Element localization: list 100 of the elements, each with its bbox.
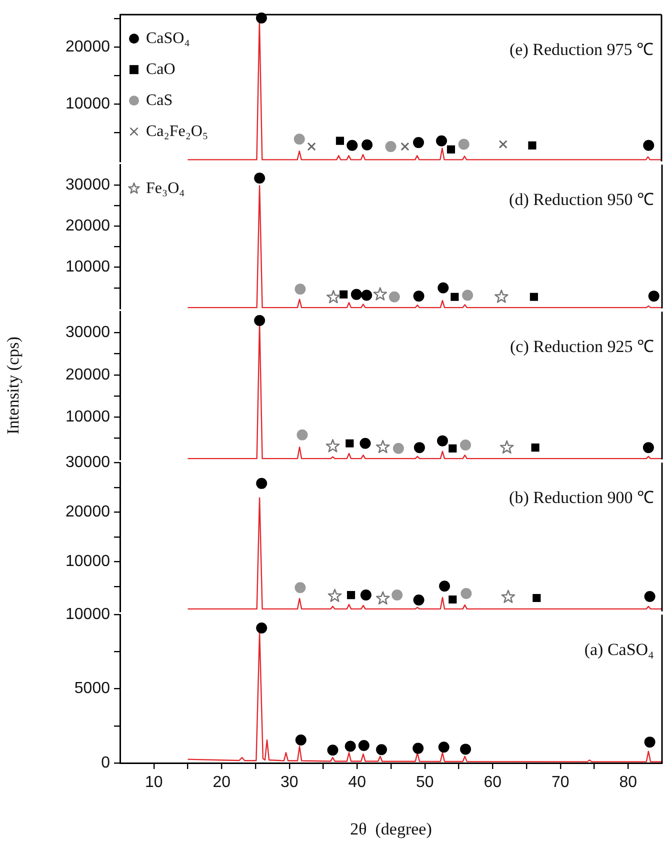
point bbox=[256, 622, 268, 634]
x-tick-label: 80 bbox=[619, 774, 638, 792]
legend-label: CaO bbox=[146, 60, 176, 78]
y-tick-label: 10000 bbox=[66, 258, 110, 276]
point bbox=[413, 290, 424, 302]
point bbox=[361, 290, 372, 301]
annotation: (d) Reduction 950 ℃ bbox=[509, 190, 654, 210]
y-tick-label: 20000 bbox=[66, 504, 110, 521]
point bbox=[530, 292, 538, 301]
point bbox=[294, 582, 306, 594]
y-tick-label: 30000 bbox=[66, 454, 110, 472]
annotation: (b) Reduction 900 ℃ bbox=[509, 488, 654, 508]
point bbox=[462, 290, 474, 301]
point bbox=[414, 442, 425, 454]
point bbox=[294, 284, 306, 295]
point bbox=[307, 142, 316, 151]
point bbox=[346, 439, 354, 448]
point bbox=[438, 742, 450, 753]
x-axis-title: 2θ (degree) bbox=[350, 819, 432, 838]
legend-label: CaS bbox=[146, 92, 173, 109]
point bbox=[388, 291, 400, 302]
point bbox=[413, 594, 424, 606]
point bbox=[412, 742, 424, 754]
x-tick-label: 10 bbox=[144, 774, 163, 792]
point bbox=[436, 135, 448, 146]
point bbox=[336, 136, 344, 145]
point bbox=[294, 134, 305, 145]
point bbox=[460, 744, 472, 755]
point bbox=[450, 292, 459, 301]
point bbox=[494, 290, 508, 303]
point bbox=[528, 141, 536, 150]
point bbox=[360, 438, 371, 449]
y-tick-label: 5000 bbox=[74, 680, 110, 698]
point bbox=[295, 734, 306, 746]
point bbox=[328, 588, 342, 602]
y-axis-title: Intensity (cps) bbox=[4, 336, 23, 434]
y-tick-label: 10000 bbox=[66, 96, 110, 113]
point bbox=[448, 444, 457, 452]
point bbox=[254, 314, 266, 326]
point bbox=[643, 140, 654, 151]
point bbox=[326, 439, 340, 452]
point bbox=[460, 588, 472, 600]
point bbox=[500, 440, 514, 454]
point bbox=[327, 744, 338, 756]
legend-label: Fe₃O₄ bbox=[146, 180, 186, 197]
point bbox=[458, 138, 470, 150]
x-tick-label: 40 bbox=[348, 774, 366, 792]
point bbox=[362, 139, 373, 150]
point bbox=[644, 736, 656, 748]
y-tick-label: 0 bbox=[101, 754, 110, 772]
annotation: (c) Reduction 925 ℃ bbox=[510, 337, 654, 356]
annotation: (a) CaSO₄ bbox=[584, 640, 654, 660]
point bbox=[498, 140, 508, 149]
point bbox=[648, 290, 660, 302]
point bbox=[531, 444, 540, 452]
point bbox=[254, 172, 266, 184]
point bbox=[448, 595, 457, 604]
x-tick-label: 70 bbox=[551, 774, 570, 792]
point bbox=[360, 590, 372, 601]
point bbox=[392, 590, 403, 601]
point bbox=[326, 290, 340, 304]
x-tick-label: 60 bbox=[484, 774, 502, 792]
legend-label: CaSO₄ bbox=[146, 30, 190, 47]
point bbox=[346, 590, 356, 600]
point bbox=[438, 282, 449, 294]
point bbox=[344, 740, 356, 752]
legend-label: Ca₂Fe₂O₅ bbox=[146, 122, 208, 140]
point bbox=[501, 590, 516, 604]
y-tick-label: 30000 bbox=[66, 324, 110, 342]
point bbox=[413, 137, 424, 148]
y-tick-label: 20000 bbox=[66, 38, 110, 56]
y-tick-label: 30000 bbox=[66, 176, 110, 194]
point bbox=[376, 440, 390, 454]
point bbox=[358, 740, 370, 751]
y-tick-label: 10000 bbox=[66, 606, 110, 624]
point bbox=[385, 141, 396, 152]
point bbox=[350, 288, 362, 300]
point bbox=[644, 591, 656, 602]
point bbox=[436, 435, 448, 446]
point bbox=[642, 442, 654, 454]
point bbox=[392, 442, 404, 454]
y-tick-label: 20000 bbox=[66, 366, 110, 384]
point bbox=[376, 591, 390, 604]
y-tick-label: 10000 bbox=[66, 553, 110, 570]
x-tick-label: 30 bbox=[280, 774, 298, 792]
y-tick-label: 20000 bbox=[66, 218, 110, 235]
y-tick-label: 10000 bbox=[66, 408, 110, 426]
point bbox=[346, 140, 358, 151]
x-tick-label: 20 bbox=[212, 774, 231, 792]
point bbox=[439, 580, 450, 592]
point bbox=[376, 744, 388, 756]
annotation: (e) Reduction 975 ℃ bbox=[510, 40, 654, 60]
point bbox=[373, 287, 388, 300]
point bbox=[296, 429, 308, 440]
point bbox=[400, 142, 410, 151]
point bbox=[256, 478, 268, 489]
point bbox=[460, 440, 472, 451]
point bbox=[340, 290, 348, 298]
x-tick-label: 50 bbox=[416, 774, 434, 792]
point bbox=[532, 594, 541, 602]
